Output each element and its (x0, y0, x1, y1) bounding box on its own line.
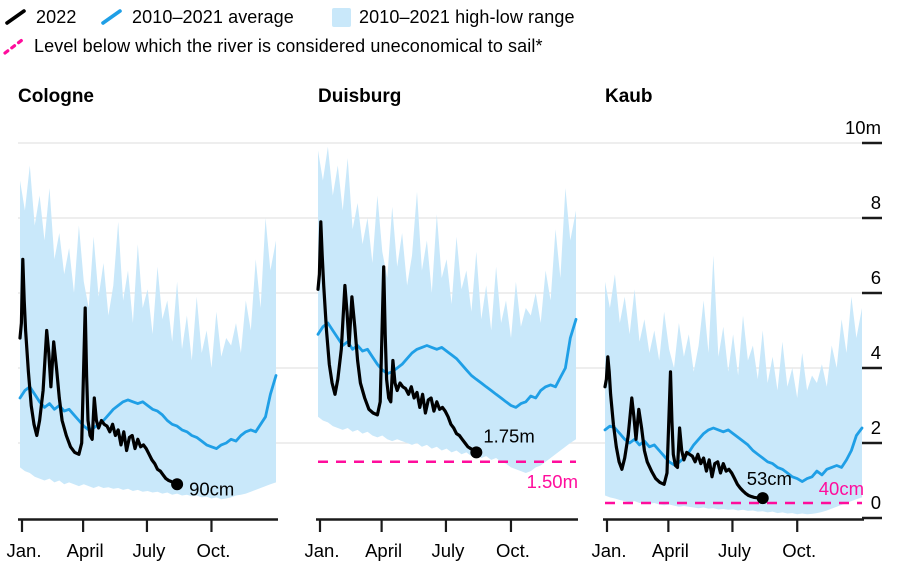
legend-label-average: 2010–2021 average (132, 6, 294, 27)
threshold-label-duisburg: 1.50m (527, 471, 578, 492)
y-axis-label-0: 0 (871, 492, 881, 513)
panel-title-kaub: Kaub (605, 86, 653, 107)
legend-item-threshold: Level below which the river is considere… (2, 32, 543, 60)
line-average-icon (100, 7, 124, 27)
x-axis-label-cologne-3: Oct. (197, 540, 231, 561)
end-dot-duisburg (470, 446, 483, 459)
legend-label-range: 2010–2021 high-low range (359, 6, 575, 27)
line-average-cologne (18, 374, 278, 450)
legend-row-2: Level below which the river is considere… (0, 32, 900, 60)
line-2022-icon (4, 7, 28, 27)
line-average-duisburg (316, 317, 578, 409)
legend-item-2022: 2022 (4, 3, 76, 31)
end-label-cologne: 90cm (189, 478, 234, 499)
y-axis-label-2: 2 (871, 417, 881, 438)
y-axis-label-4: 4 (871, 342, 881, 363)
end-dot-kaub (756, 492, 769, 505)
x-axis-label-kaub-3: Oct. (782, 540, 816, 561)
panel-title-duisburg: Duisburg (318, 86, 402, 107)
line-2022-cologne (18, 257, 179, 486)
x-axis-label-kaub-2: July (718, 540, 752, 561)
band-high-low-duisburg (318, 146, 576, 474)
x-axis-label-cologne-0: Jan. (7, 540, 42, 561)
threshold-label-kaub: 40cm (819, 478, 864, 499)
line-2022-duisburg (316, 220, 478, 454)
legend-row-1: 2022 2010–2021 average 2010–2021 high-lo… (0, 3, 900, 31)
y-axis-label-10: 10m (845, 117, 881, 138)
x-axis-label-cologne-2: July (132, 540, 166, 561)
x-axis-label-kaub-1: April (652, 540, 689, 561)
legend-item-range: 2010–2021 high-low range (332, 3, 575, 31)
y-axis-label-6: 6 (871, 267, 881, 288)
y-axis-label-8: 8 (871, 192, 881, 213)
x-axis-label-duisburg-0: Jan. (305, 540, 340, 561)
legend-label-threshold: Level below which the river is considere… (34, 35, 543, 56)
legend-item-average: 2010–2021 average (100, 3, 294, 31)
line-2022-kaub (603, 355, 765, 500)
x-axis-label-cologne-1: April (67, 540, 104, 561)
line-average-kaub (603, 424, 864, 483)
range-swatch-icon (332, 7, 351, 27)
end-dot-cologne (171, 478, 184, 491)
end-label-duisburg: 1.75m (483, 425, 534, 446)
end-label-kaub: 53cm (747, 468, 792, 489)
x-axis-label-duisburg-1: April (365, 540, 402, 561)
x-axis-label-duisburg-2: July (431, 540, 465, 561)
panel-title-cologne: Cologne (18, 86, 94, 107)
dashed-threshold-icon (2, 36, 26, 56)
legend-label-2022: 2022 (36, 6, 77, 27)
x-axis-label-kaub-0: Jan. (592, 540, 627, 561)
x-axis-label-duisburg-3: Oct. (496, 540, 530, 561)
